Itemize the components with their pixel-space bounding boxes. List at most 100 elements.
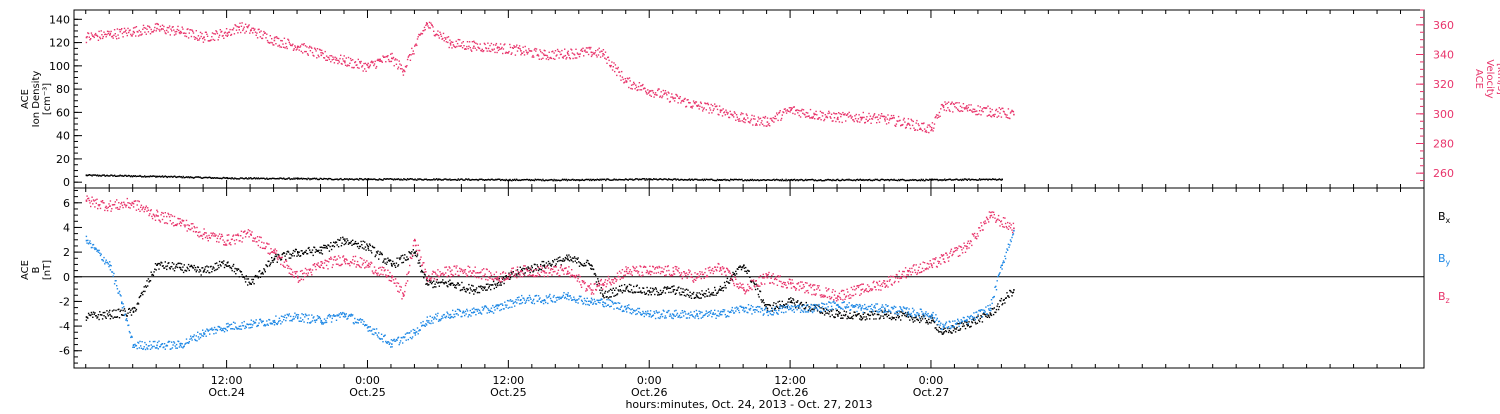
bx-series-point bbox=[471, 285, 472, 286]
by-series-point bbox=[804, 304, 805, 305]
velocity-series-point bbox=[182, 28, 183, 29]
bx-series-point bbox=[501, 284, 502, 285]
bx-series-point bbox=[194, 269, 195, 270]
bx-series-point bbox=[568, 254, 569, 255]
velocity-series-point bbox=[351, 60, 352, 61]
bx-series-point bbox=[127, 315, 128, 316]
bx-series-point bbox=[693, 292, 694, 293]
bx-series-point bbox=[387, 258, 388, 259]
velocity-series-point bbox=[750, 120, 751, 121]
velocity-series-point bbox=[522, 53, 523, 54]
bx-series-point bbox=[558, 257, 559, 258]
bx-series-point bbox=[129, 308, 130, 309]
by-series-point bbox=[162, 343, 163, 344]
velocity-series-point bbox=[975, 111, 976, 112]
velocity-series-point bbox=[915, 129, 916, 130]
bx-series-point bbox=[236, 268, 237, 269]
density-series-point bbox=[924, 180, 925, 181]
by-series-point bbox=[675, 310, 676, 311]
velocity-series-point bbox=[930, 126, 931, 127]
velocity-series-point bbox=[482, 49, 483, 50]
density-series-point bbox=[923, 179, 924, 180]
bx-series-point bbox=[732, 272, 733, 273]
bx-series-point bbox=[357, 246, 358, 247]
bx-series-point bbox=[184, 264, 185, 265]
velocity-series-point bbox=[318, 56, 319, 57]
bx-series-point bbox=[466, 288, 467, 289]
bx-series-point bbox=[399, 257, 400, 258]
velocity-series-point bbox=[662, 95, 663, 96]
bx-series-point bbox=[293, 250, 294, 251]
bx-series-point bbox=[880, 317, 881, 318]
by-series-point bbox=[169, 341, 170, 342]
by-series-point bbox=[87, 240, 88, 241]
by-series-point bbox=[129, 331, 130, 332]
velocity-series-point bbox=[532, 55, 533, 56]
by-series-point bbox=[389, 344, 390, 345]
by-series-point bbox=[511, 307, 512, 308]
b-tick-label: 4 bbox=[63, 221, 70, 234]
bx-series-point bbox=[270, 262, 271, 263]
by-series-point bbox=[532, 300, 533, 301]
by-series-point bbox=[120, 295, 121, 296]
by-series-point bbox=[409, 332, 410, 333]
bx-series-point bbox=[298, 254, 299, 255]
bx-series-point bbox=[704, 293, 705, 294]
bx-series-point bbox=[563, 258, 564, 259]
bx-series-anchor-point bbox=[368, 246, 370, 248]
velocity-series-point bbox=[308, 55, 309, 56]
velocity-series-point bbox=[987, 115, 988, 116]
bx-series-point bbox=[244, 277, 245, 278]
bx-series-point bbox=[963, 325, 964, 326]
bx-series-point bbox=[577, 257, 578, 258]
by-series-point bbox=[108, 263, 109, 264]
velocity-series-point bbox=[997, 117, 998, 118]
by-series-point bbox=[483, 308, 484, 309]
velocity-series-point bbox=[646, 93, 647, 94]
velocity-series-point bbox=[565, 58, 566, 59]
bx-series-point bbox=[155, 263, 156, 264]
by-series-point bbox=[356, 322, 357, 323]
velocity-series-point bbox=[751, 119, 752, 120]
bx-series-point bbox=[973, 320, 974, 321]
bx-series-point bbox=[820, 307, 821, 308]
by-series-point bbox=[413, 329, 414, 330]
by-series-point bbox=[233, 322, 234, 323]
by-series-point bbox=[220, 328, 221, 329]
bx-series-anchor-point bbox=[790, 301, 792, 303]
by-series-point bbox=[241, 322, 242, 323]
velocity-series-point bbox=[326, 55, 327, 56]
velocity-series-point bbox=[90, 38, 91, 39]
bx-series-point bbox=[608, 297, 609, 298]
by-series-point bbox=[539, 297, 540, 298]
by-series-point bbox=[577, 302, 578, 303]
velocity-series-point bbox=[257, 37, 258, 38]
velocity-series-point bbox=[391, 61, 392, 62]
bx-series-point bbox=[406, 259, 407, 260]
bx-series-point bbox=[625, 290, 626, 291]
bx-series-point bbox=[912, 319, 913, 320]
velocity-series-point bbox=[243, 28, 244, 29]
bx-series-point bbox=[866, 316, 867, 317]
bx-series-point bbox=[299, 252, 300, 253]
by-series-point bbox=[153, 346, 154, 347]
by-series-point bbox=[879, 311, 880, 312]
velocity-series-point bbox=[620, 75, 621, 76]
velocity-series-point bbox=[325, 60, 326, 61]
velocity-series-point bbox=[239, 29, 240, 30]
bx-series-point bbox=[642, 292, 643, 293]
bx-series-point bbox=[147, 285, 148, 286]
velocity-series-point bbox=[894, 117, 895, 118]
velocity-series-point bbox=[107, 31, 108, 32]
velocity-series-point bbox=[944, 109, 945, 110]
bx-series-point bbox=[175, 266, 176, 267]
bx-series-point bbox=[992, 308, 993, 309]
by-series-point bbox=[234, 329, 235, 330]
velocity-series-point bbox=[147, 25, 148, 26]
bx-series-point bbox=[925, 322, 926, 323]
velocity-series-point bbox=[321, 50, 322, 51]
by-series-point bbox=[713, 314, 714, 315]
by-series-point bbox=[196, 335, 197, 336]
velocity-series-point bbox=[908, 118, 909, 119]
bx-series-point bbox=[725, 287, 726, 288]
